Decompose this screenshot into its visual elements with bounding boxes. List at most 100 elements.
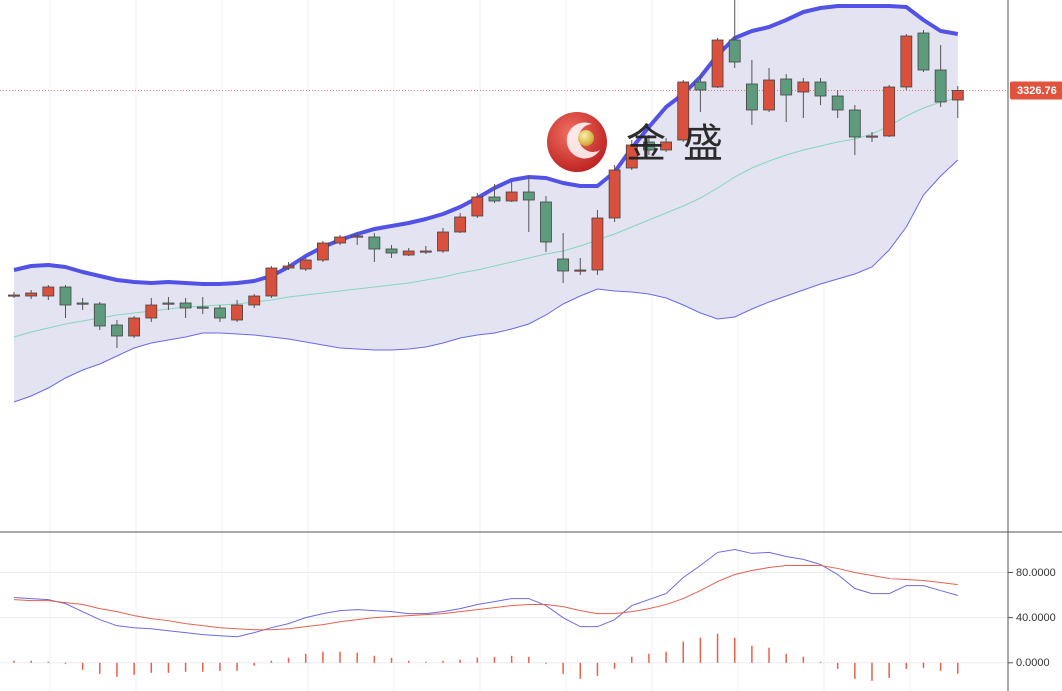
candle-body [557, 258, 570, 272]
price-label: 3326.76 [1017, 85, 1057, 97]
histogram-bar [339, 651, 341, 663]
histogram-bar [871, 662, 873, 681]
main-pane [0, 0, 1008, 403]
y-tick-label: 40.0000 [1016, 612, 1056, 624]
histogram-bar [716, 633, 719, 663]
candle-body [694, 81, 707, 91]
histogram-bar [957, 662, 959, 674]
histogram-bar [528, 656, 530, 663]
histogram-bar [613, 662, 616, 669]
candle-body [454, 216, 467, 233]
candle-body [316, 242, 329, 261]
histogram-bar [631, 656, 633, 663]
candle-body [488, 196, 501, 202]
histogram-bar [150, 662, 153, 673]
candle-body [780, 78, 793, 96]
candle-body [248, 295, 261, 306]
histogram-bar [751, 645, 753, 663]
histogram-bar [47, 661, 50, 663]
histogram-bar [699, 637, 702, 663]
candle-body [522, 191, 535, 201]
histogram-bar [270, 660, 273, 663]
price-axis [1008, 0, 1062, 691]
candle-body [8, 294, 20, 297]
histogram-bar [596, 662, 599, 676]
candle-body [591, 217, 604, 271]
histogram-bar [819, 661, 822, 663]
candle-body [848, 109, 861, 138]
histogram-bar [579, 662, 582, 679]
histogram-bar [167, 662, 170, 673]
candle-body [419, 250, 432, 253]
candle-body [660, 141, 672, 151]
histogram-bar [922, 662, 925, 668]
candle-body [128, 317, 141, 337]
histogram-bar [219, 662, 221, 671]
candle-body [145, 304, 158, 319]
watermark-text: 金 [626, 121, 666, 167]
candle-body [540, 201, 552, 243]
y-tick-label: 0.0000 [1016, 657, 1050, 669]
histogram-bar [836, 662, 839, 669]
candle-body [814, 81, 827, 97]
candle-body [608, 169, 621, 219]
candle-body [59, 286, 72, 306]
histogram-bar [133, 662, 135, 675]
histogram-bar [888, 662, 890, 678]
histogram-bar [905, 662, 908, 669]
candle-body [196, 306, 209, 309]
histogram-bar [493, 656, 496, 663]
candle-body [934, 69, 947, 103]
candle-body [643, 141, 655, 151]
candle-body [179, 302, 192, 309]
indicator-line [13, 548, 958, 638]
logo-swoosh [566, 122, 600, 159]
candle-body [42, 286, 55, 297]
candle-body [625, 144, 638, 169]
histogram-bar [939, 662, 942, 671]
candle-body [111, 324, 123, 337]
candle-body [299, 259, 312, 270]
candle-body [471, 196, 484, 217]
candle-body [76, 302, 89, 305]
histogram-bar [99, 662, 101, 674]
histogram-bar [253, 662, 255, 666]
watermark-text: 盛 [683, 121, 723, 167]
indicator-pane [0, 548, 1008, 681]
histogram-bar [562, 662, 564, 674]
candle-body [351, 235, 364, 238]
candle-body [866, 135, 878, 138]
candle-body [831, 95, 844, 111]
candle-body [231, 304, 243, 321]
candle-body [900, 35, 913, 88]
histogram-bar [425, 661, 427, 663]
histogram-bar [202, 662, 204, 672]
candle-body [763, 79, 775, 111]
histogram-bar [81, 662, 84, 670]
candle-body [282, 265, 295, 269]
histogram-bar [304, 653, 307, 663]
candle-body [214, 307, 226, 319]
candle-body [677, 81, 690, 141]
candle-body [797, 81, 810, 93]
candle-body [93, 303, 106, 327]
candle-body [574, 269, 587, 272]
histogram-bar [733, 637, 736, 663]
watermark: 金 盛 [547, 112, 723, 172]
histogram-bar [665, 651, 667, 663]
histogram-bar [373, 655, 376, 663]
candle-body [402, 250, 415, 256]
candle-body [265, 267, 278, 297]
histogram-bar [116, 662, 118, 677]
candle-body [162, 302, 175, 305]
histogram-bar [64, 662, 67, 664]
candle-body [951, 90, 964, 101]
candle-body [883, 86, 896, 137]
indicator-line [13, 565, 958, 631]
histogram-bar [545, 662, 547, 664]
logo-coin [578, 130, 594, 146]
candle-body [334, 236, 346, 244]
axis-labels: 3326.76 80.0000 40.0000 0.0000 [1008, 81, 1062, 669]
